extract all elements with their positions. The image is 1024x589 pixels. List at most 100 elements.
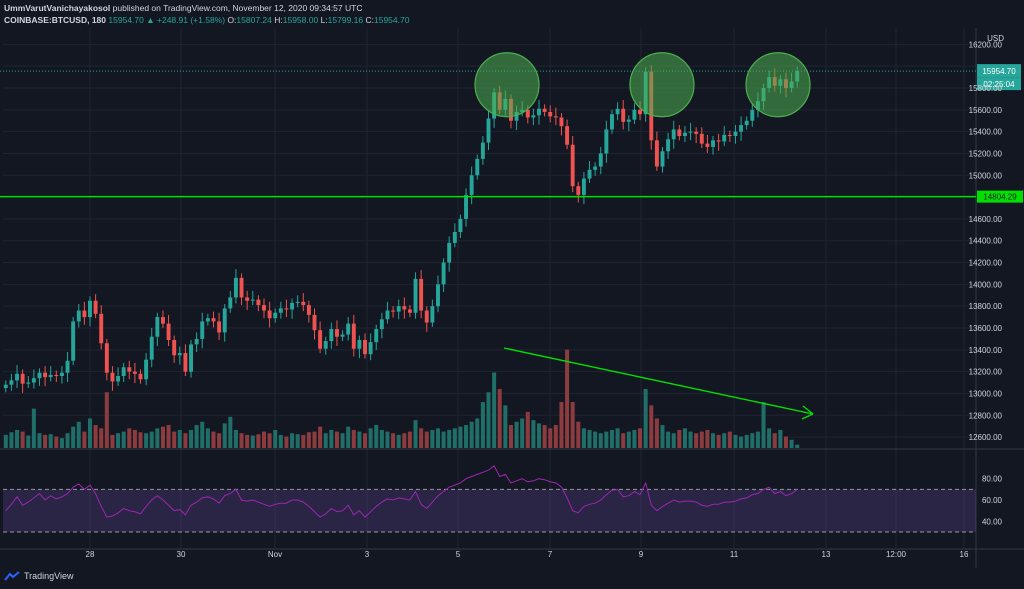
volume-bar xyxy=(739,436,744,448)
volume-bar xyxy=(688,431,693,448)
volume-bar xyxy=(772,433,777,448)
highlight-circle[interactable] xyxy=(745,52,811,118)
candle-body xyxy=(666,139,671,152)
volume-bar xyxy=(379,429,384,448)
last-price-label-bg xyxy=(977,64,1021,78)
volume-bar xyxy=(710,433,716,448)
volume-bar xyxy=(239,433,244,448)
candle-body xyxy=(278,308,283,313)
volume-bar xyxy=(166,425,171,448)
volume-bar xyxy=(508,425,513,448)
volume-bar xyxy=(15,429,20,448)
candle-body xyxy=(424,310,429,323)
tradingview-logo[interactable]: TradingView xyxy=(4,571,74,581)
volume-bar xyxy=(795,444,800,448)
candle-body xyxy=(256,299,261,306)
volume-bar xyxy=(789,439,794,448)
volume-bar xyxy=(340,433,345,448)
volume-bar xyxy=(346,426,351,448)
candle-body xyxy=(155,317,160,337)
volume-bar xyxy=(160,426,165,448)
volume-bar xyxy=(99,428,104,448)
volume-bar xyxy=(177,429,182,448)
candle-body xyxy=(172,340,177,356)
highlight-circle[interactable] xyxy=(474,52,540,118)
volume-bar xyxy=(638,428,643,448)
price-tick-label: 12600.00 xyxy=(969,433,1003,442)
volume-bar xyxy=(323,433,328,448)
time-tick-label: 28 xyxy=(86,550,95,559)
volume-bar xyxy=(172,431,177,448)
volume-bar xyxy=(666,431,671,448)
volume-bar xyxy=(621,433,626,448)
volume-bar xyxy=(531,420,536,448)
candle-body xyxy=(733,131,738,136)
volume-bar xyxy=(767,428,772,448)
candle-body xyxy=(682,132,687,136)
volume-bar xyxy=(9,432,14,448)
volume-bar xyxy=(699,431,704,448)
volume-bar xyxy=(727,431,732,448)
author-name[interactable]: UmmVarutVanichayakosol xyxy=(4,3,111,13)
volume-bar xyxy=(149,431,154,448)
price-tick-label: 14200.00 xyxy=(969,259,1003,268)
candle-body xyxy=(598,153,603,167)
price-tick-label: 13400.00 xyxy=(969,346,1003,355)
candle-body xyxy=(177,353,182,356)
highlight-circle[interactable] xyxy=(629,52,695,118)
symbol-label[interactable]: COINBASE:BTCUSD, 180 xyxy=(4,15,107,25)
volume-bar xyxy=(604,431,609,448)
candle-body xyxy=(15,373,19,381)
volume-bar xyxy=(536,423,542,448)
rsi-tick-label: 60.00 xyxy=(982,496,1003,505)
volume-bar xyxy=(755,431,760,448)
volume-bar xyxy=(733,434,738,448)
candle-body xyxy=(531,115,536,118)
volume-bar xyxy=(93,425,98,448)
candle-body xyxy=(222,308,227,333)
time-tick-label: 5 xyxy=(456,550,461,559)
volume-trend-arrow[interactable] xyxy=(503,347,814,415)
low-value: 15799.16 xyxy=(327,15,364,25)
candle-body xyxy=(593,166,598,170)
volume-bar xyxy=(82,431,87,448)
arrow-head xyxy=(801,405,814,420)
volume-bar xyxy=(424,431,429,448)
volume-bar xyxy=(559,402,564,448)
volume-bar xyxy=(250,435,255,448)
candle-body xyxy=(318,330,323,349)
volume-bar xyxy=(261,431,267,448)
volume-bar xyxy=(632,429,637,448)
volume-bar xyxy=(503,405,508,448)
candle-body xyxy=(334,329,339,337)
volume-bar xyxy=(548,428,553,448)
candle-body xyxy=(312,314,317,331)
candle-body xyxy=(99,313,104,344)
candle-body xyxy=(43,372,48,378)
candle-body xyxy=(621,108,626,122)
candle-body xyxy=(160,317,165,324)
volume-bar xyxy=(419,428,424,448)
rsi-line xyxy=(5,465,798,518)
volume-bar xyxy=(189,429,194,448)
volume-bar xyxy=(677,429,682,448)
price-tick-label: 15600.00 xyxy=(969,106,1003,115)
candle-body xyxy=(570,144,575,187)
candle-body xyxy=(88,300,92,318)
volume-bar xyxy=(20,431,25,448)
volume-bar xyxy=(486,392,491,448)
candle-body xyxy=(565,126,570,145)
candle-body xyxy=(430,306,435,323)
candle-body xyxy=(475,158,480,176)
volume-bar xyxy=(447,429,452,448)
volume-bar xyxy=(351,429,356,448)
price-tick-label: 15800.00 xyxy=(969,84,1003,93)
volume-bar xyxy=(295,434,300,448)
candle-body xyxy=(402,306,407,310)
candle-body xyxy=(357,340,362,349)
volume-bar xyxy=(492,372,497,448)
volume-bar xyxy=(200,421,205,448)
candle-body xyxy=(441,262,446,285)
candle-body xyxy=(374,329,379,343)
